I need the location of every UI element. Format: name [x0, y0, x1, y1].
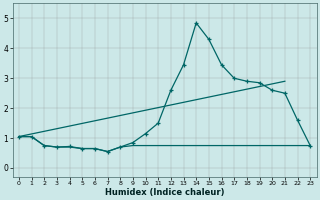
X-axis label: Humidex (Indice chaleur): Humidex (Indice chaleur) [105, 188, 224, 197]
